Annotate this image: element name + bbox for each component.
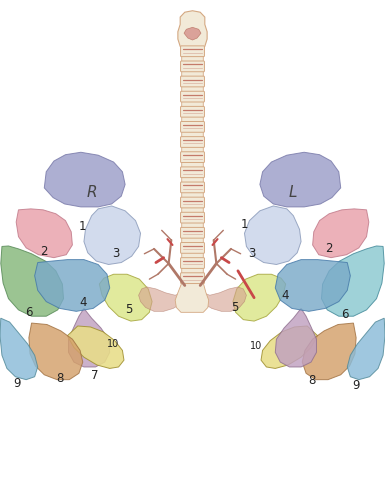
FancyBboxPatch shape <box>181 137 204 147</box>
Polygon shape <box>321 246 384 316</box>
Text: 4: 4 <box>79 296 87 309</box>
Text: 8: 8 <box>56 372 64 385</box>
FancyBboxPatch shape <box>181 46 204 57</box>
Text: 3: 3 <box>112 247 119 260</box>
Polygon shape <box>184 27 201 40</box>
Text: 7: 7 <box>90 369 98 382</box>
Polygon shape <box>196 287 246 311</box>
Text: 5: 5 <box>125 304 133 316</box>
FancyBboxPatch shape <box>181 152 204 163</box>
Text: 6: 6 <box>25 306 33 319</box>
FancyBboxPatch shape <box>181 167 204 178</box>
Polygon shape <box>67 326 124 368</box>
Polygon shape <box>44 152 125 207</box>
Text: 2: 2 <box>40 245 48 258</box>
FancyBboxPatch shape <box>181 212 204 223</box>
Text: 6: 6 <box>341 308 348 321</box>
FancyBboxPatch shape <box>181 258 204 268</box>
FancyBboxPatch shape <box>181 122 204 132</box>
FancyBboxPatch shape <box>181 182 204 193</box>
FancyBboxPatch shape <box>181 273 204 284</box>
Polygon shape <box>313 209 369 258</box>
Polygon shape <box>16 209 72 258</box>
FancyBboxPatch shape <box>181 197 204 208</box>
Polygon shape <box>0 318 38 380</box>
Polygon shape <box>302 323 356 380</box>
FancyBboxPatch shape <box>181 61 204 72</box>
Polygon shape <box>69 308 110 367</box>
Text: 1: 1 <box>241 218 248 231</box>
Polygon shape <box>233 274 286 321</box>
Text: 10: 10 <box>107 339 120 349</box>
Polygon shape <box>178 11 207 51</box>
Text: 9: 9 <box>13 377 21 389</box>
FancyBboxPatch shape <box>181 106 204 117</box>
Text: 9: 9 <box>352 379 360 392</box>
Polygon shape <box>99 274 152 321</box>
Text: 8: 8 <box>308 374 316 387</box>
Text: R: R <box>87 185 98 200</box>
Text: 2: 2 <box>325 243 333 255</box>
FancyBboxPatch shape <box>181 227 204 238</box>
Polygon shape <box>84 206 141 264</box>
Polygon shape <box>347 318 385 380</box>
Polygon shape <box>275 260 350 311</box>
Text: 10: 10 <box>250 342 262 351</box>
Text: L: L <box>288 185 297 200</box>
Polygon shape <box>261 326 318 368</box>
Polygon shape <box>1 246 64 316</box>
Text: 3: 3 <box>248 247 256 260</box>
Polygon shape <box>29 323 83 380</box>
FancyBboxPatch shape <box>181 91 204 102</box>
Text: 5: 5 <box>231 301 239 314</box>
Polygon shape <box>139 287 189 311</box>
FancyBboxPatch shape <box>181 76 204 87</box>
Polygon shape <box>35 260 110 311</box>
Text: 4: 4 <box>281 289 289 302</box>
Polygon shape <box>275 308 316 367</box>
FancyBboxPatch shape <box>181 243 204 253</box>
Polygon shape <box>175 46 209 312</box>
Polygon shape <box>244 206 301 264</box>
Polygon shape <box>260 152 341 207</box>
Text: 1: 1 <box>79 221 87 233</box>
